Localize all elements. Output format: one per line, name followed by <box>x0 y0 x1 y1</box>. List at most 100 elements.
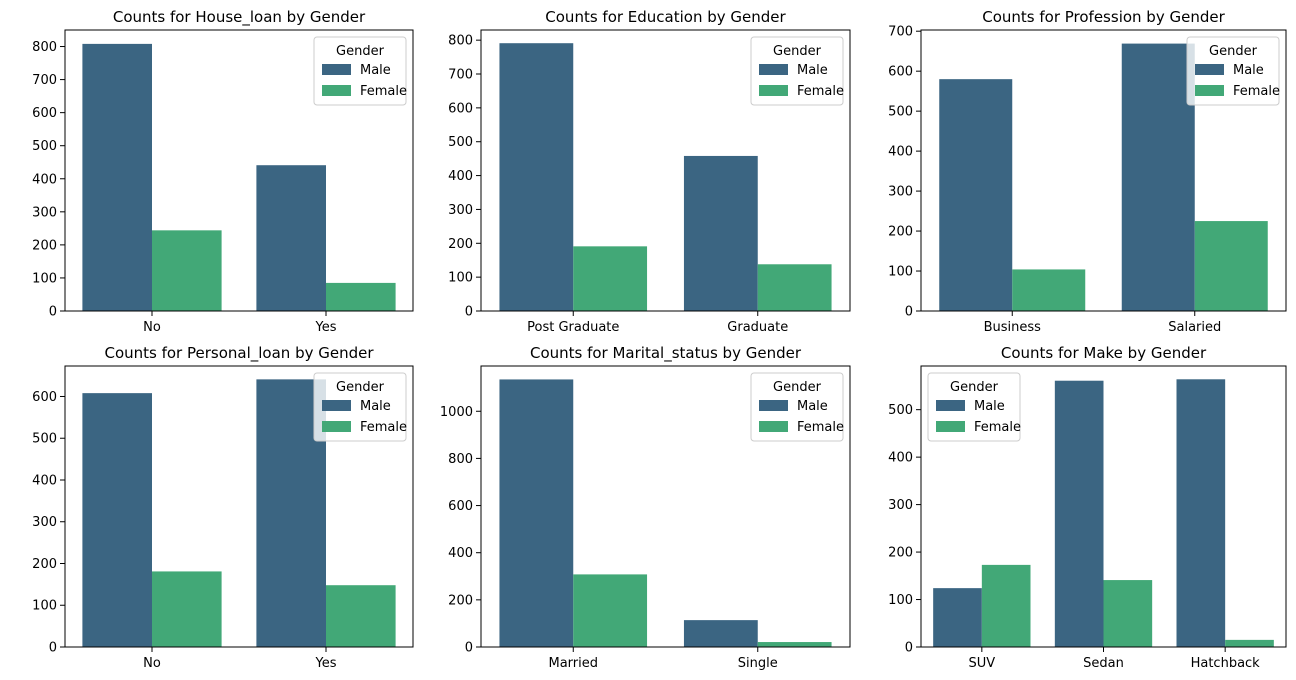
y-tick-label: 600 <box>448 101 473 116</box>
legend: Gender Male Female <box>927 372 1021 442</box>
bar-female-no <box>152 230 222 311</box>
y-tick-label: 0 <box>49 305 57 320</box>
chart-title: Counts for Profession by Gender <box>982 8 1225 26</box>
legend-title: Gender <box>950 380 999 395</box>
chart-title: Counts for Marital_status by Gender <box>530 344 802 363</box>
axes-frame <box>920 29 1287 312</box>
x-tick-label: Salaried <box>1168 320 1221 335</box>
legend-label-female: Female <box>360 420 407 435</box>
legend: Gender Male Female <box>313 36 407 106</box>
bar-female-hatchback <box>1225 639 1274 647</box>
x-tick-label: Married <box>548 656 598 671</box>
legend-swatch-female <box>1195 85 1224 96</box>
y-tick-label: 400 <box>888 145 913 160</box>
legend-title: Gender <box>1209 44 1258 59</box>
y-tick-label: 100 <box>888 265 913 280</box>
legend-title: Gender <box>773 380 822 395</box>
y-tick-label: 300 <box>888 498 913 513</box>
bar-female-suv <box>981 564 1031 647</box>
legend-swatch-male <box>936 400 965 411</box>
y-tick-label: 400 <box>448 546 473 561</box>
bar-female-sedan <box>1103 580 1153 647</box>
y-tick-label: 200 <box>888 546 913 561</box>
axes-frame <box>920 365 1287 648</box>
y-tick-label: 600 <box>32 390 57 405</box>
x-tick-label: Single <box>738 656 778 671</box>
legend-swatch-male <box>322 64 351 75</box>
y-tick-label: 400 <box>32 473 57 488</box>
y-tick-label: 600 <box>32 106 57 121</box>
axes-frame <box>480 365 851 648</box>
legend-swatch-male <box>759 64 788 75</box>
y-tick-label: 500 <box>448 135 473 150</box>
y-tick-label: 100 <box>32 599 57 614</box>
legend-swatch-female <box>322 421 351 432</box>
y-tick-label: 200 <box>448 593 473 608</box>
y-tick-label: 400 <box>448 169 473 184</box>
y-tick-label: 500 <box>32 139 57 154</box>
y-tick-label: 0 <box>905 641 913 656</box>
bar-male-no <box>82 43 152 311</box>
legend-label-female: Female <box>1233 84 1280 99</box>
bar-male-single <box>683 620 758 647</box>
y-tick-label: 1000 <box>440 405 473 420</box>
x-tick-label: SUV <box>968 656 995 671</box>
y-tick-label: 500 <box>32 432 57 447</box>
legend-label-male: Male <box>360 63 391 78</box>
chart-panel-3: Counts for Profession by Gender 0 100 200 30… <box>888 8 1287 335</box>
legend-label-male: Male <box>974 399 1005 414</box>
bar-female-graduate <box>757 264 832 311</box>
y-tick-label: 200 <box>32 557 57 572</box>
y-tick-label: 200 <box>448 237 473 252</box>
y-tick-label: 0 <box>465 641 473 656</box>
chart-panel-5: Counts for Marital_status by Gender 0 200 4… <box>440 344 851 671</box>
bar-female-single <box>757 642 832 647</box>
bar-female-married <box>573 574 648 647</box>
y-tick-label: 800 <box>448 452 473 467</box>
bar-male-yes <box>256 165 326 311</box>
y-tick-label: 300 <box>448 203 473 218</box>
y-tick-label: 0 <box>465 305 473 320</box>
legend: Gender Male Female <box>750 36 844 106</box>
legend-title: Gender <box>336 380 385 395</box>
legend-swatch-female <box>936 421 965 432</box>
bar-female-yes <box>326 282 396 311</box>
y-tick-label: 400 <box>888 451 913 466</box>
bar-female-business <box>1012 269 1086 311</box>
x-tick-label: Post Graduate <box>527 320 619 335</box>
y-tick-label: 100 <box>888 593 913 608</box>
bar-male-suv <box>933 588 982 647</box>
axes-frame <box>64 29 414 312</box>
legend: Gender Male Female <box>750 372 844 442</box>
bar-male-graduate <box>683 155 758 311</box>
chart-panel-4: Counts for Personal_loan by Gender 0 100 20… <box>32 344 414 671</box>
chart-panel-1: Counts for House_loan by Gender 0 100 200 30… <box>32 8 414 335</box>
x-tick-label: Business <box>984 320 1042 335</box>
y-tick-label: 700 <box>888 25 913 40</box>
bar-male-hatchback <box>1176 379 1226 647</box>
legend-swatch-female <box>759 85 788 96</box>
legend-label-female: Female <box>797 420 844 435</box>
x-tick-label: Yes <box>315 320 337 335</box>
bar-female-no <box>152 571 222 647</box>
x-tick-label: Graduate <box>727 320 788 335</box>
bar-male-sedan <box>1054 380 1104 647</box>
x-tick-label: Sedan <box>1083 656 1124 671</box>
legend-label-male: Male <box>797 399 828 414</box>
legend-swatch-female <box>322 85 351 96</box>
legend-label-female: Female <box>974 420 1021 435</box>
axes-frame <box>64 365 414 648</box>
legend-swatch-female <box>759 421 788 432</box>
legend: Gender Male Female <box>1186 36 1280 106</box>
x-tick-label: No <box>143 656 161 671</box>
legend-title: Gender <box>773 44 822 59</box>
y-tick-label: 500 <box>888 105 913 120</box>
legend-swatch-male <box>322 400 351 411</box>
x-tick-label: No <box>143 320 161 335</box>
bar-female-post-graduate <box>573 246 648 311</box>
legend-label-female: Female <box>797 84 844 99</box>
y-tick-label: 300 <box>888 185 913 200</box>
y-tick-label: 200 <box>32 238 57 253</box>
bar-female-salaried <box>1194 221 1268 311</box>
